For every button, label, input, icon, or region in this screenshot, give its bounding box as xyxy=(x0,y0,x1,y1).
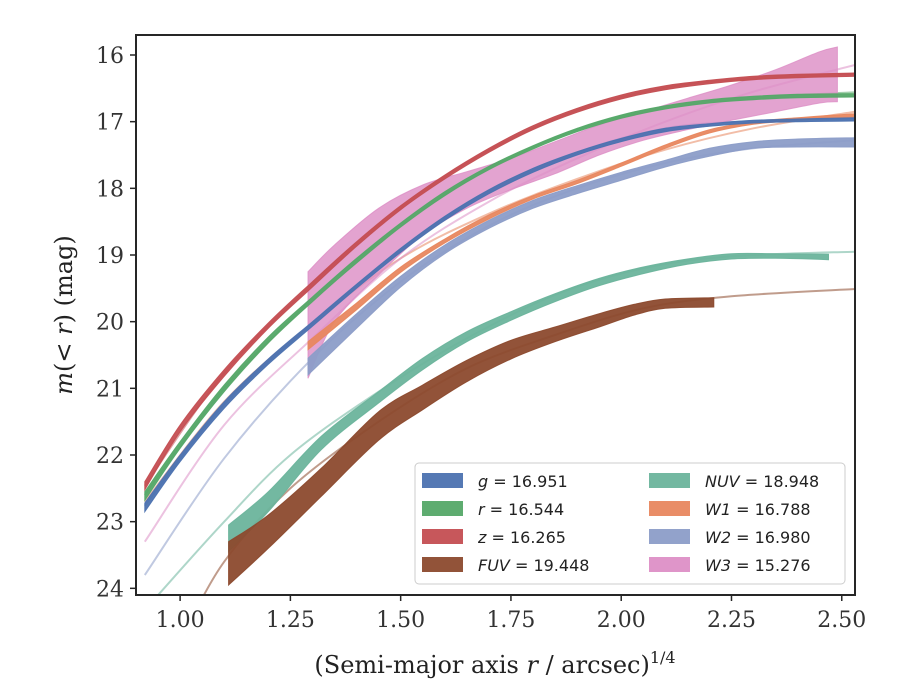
legend-swatch xyxy=(649,473,690,488)
legend-swatch xyxy=(422,529,463,544)
legend-item-w2: W2 = 16.980 xyxy=(649,528,811,547)
legend-label: W2 = 16.980 xyxy=(705,528,811,547)
x-tick-label: 1.25 xyxy=(266,608,315,633)
legend-label: W1 = 16.788 xyxy=(705,500,811,519)
x-axis-ticks: 1.00 1.25 1.50 1.75 2.00 2.25 2.50 xyxy=(156,595,866,633)
legend: g = 16.951 r = 16.544 z = 16.265 FUV = 19.4… xyxy=(414,462,846,585)
legend-label: W3 = 15.276 xyxy=(705,556,811,575)
plot-area xyxy=(143,46,855,595)
band-r xyxy=(144,93,855,502)
y-tick-label: 19 xyxy=(96,244,124,269)
x-axis-label: (Semi-major axis r / arcsec)1/4 xyxy=(314,648,675,679)
legend-swatch xyxy=(649,501,690,516)
legend-label: r = 16.544 xyxy=(478,500,564,519)
legend-item-nuv: NUV = 18.948 xyxy=(649,472,819,491)
band-z xyxy=(144,72,855,492)
y-tick-label: 20 xyxy=(96,311,124,336)
legend-item-fuv: FUV = 19.448 xyxy=(422,556,589,575)
legend-item-r: r = 16.544 xyxy=(422,500,564,519)
legend-item-w1: W1 = 16.788 xyxy=(649,500,811,519)
legend-item-g: g = 16.951 xyxy=(422,472,568,491)
legend-swatch xyxy=(422,557,463,572)
x-tick-label: 1.75 xyxy=(486,608,535,633)
legend-item-w3: W3 = 15.276 xyxy=(649,556,811,575)
legend-label: NUV = 18.948 xyxy=(705,472,819,491)
legend-item-z: z = 16.265 xyxy=(422,528,566,547)
band-nuv xyxy=(228,252,829,553)
y-axis-label: m(< r) (mag) xyxy=(50,235,78,395)
y-tick-label: 22 xyxy=(96,444,124,469)
y-tick-label: 16 xyxy=(96,44,124,69)
band-w2 xyxy=(307,137,855,377)
y-tick-label: 17 xyxy=(96,111,124,136)
y-tick-label: 24 xyxy=(96,577,124,602)
plot-frame xyxy=(135,34,856,596)
legend-swatch xyxy=(422,501,463,516)
legend-frame xyxy=(414,462,846,585)
legend-label: z = 16.265 xyxy=(477,528,566,547)
y-tick-label: 23 xyxy=(96,511,124,536)
band-fuv xyxy=(228,297,715,587)
band-w1 xyxy=(307,113,855,351)
data-bands xyxy=(144,46,855,587)
legend-label: g = 16.951 xyxy=(478,472,568,491)
legend-label: FUV = 19.448 xyxy=(478,556,589,575)
y-tick-label: 21 xyxy=(96,377,124,402)
model-curve-r xyxy=(143,91,855,496)
band-g xyxy=(144,117,855,514)
legend-swatch xyxy=(649,529,690,544)
legend-swatch xyxy=(649,557,690,572)
legend-swatch xyxy=(422,473,463,488)
x-tick-label: 1.50 xyxy=(376,608,425,633)
y-axis-ticks: 16 17 18 19 20 21 22 23 24 xyxy=(96,44,136,602)
x-tick-label: 1.00 xyxy=(156,608,205,633)
x-tick-label: 2.25 xyxy=(707,608,756,633)
y-tick-label: 18 xyxy=(96,177,124,202)
x-tick-label: 2.50 xyxy=(817,608,866,633)
x-tick-label: 2.00 xyxy=(597,608,646,633)
